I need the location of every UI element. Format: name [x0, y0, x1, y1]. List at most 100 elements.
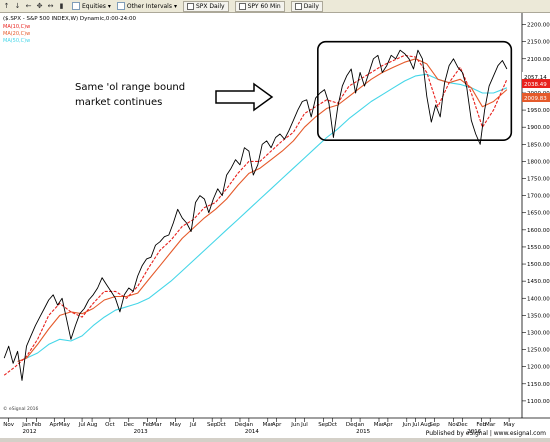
range-box — [317, 40, 513, 141]
zoom-icon[interactable]: ↔ — [47, 2, 54, 10]
x-tick-label: Nov — [448, 422, 459, 428]
x-tick-label: Feb — [476, 422, 486, 428]
y-tick-label: 1400.00 — [527, 296, 550, 302]
other-intervals-label: Other Intervals — [126, 2, 172, 10]
tab-spy-60-min[interactable]: SPY 60 Min — [234, 0, 285, 12]
x-tick-label: Feb — [143, 422, 153, 428]
x-tick-label: Jun — [290, 422, 300, 428]
chart-tab-icon — [238, 2, 246, 10]
x-tick-label: Apr — [272, 422, 282, 428]
x-tick-label: May — [503, 422, 515, 428]
arrow-up-icon[interactable]: ↑ — [3, 2, 10, 10]
chevron-down-icon: ▾ — [173, 2, 177, 10]
x-tick-label: Mar — [263, 422, 274, 428]
chart-tab-icon — [294, 2, 302, 10]
x-tick-label: Oct — [105, 422, 115, 428]
x-tick-label: Mar — [485, 422, 496, 428]
chart-title: ($.SPX - S&P 500 INDEX,W) Dynamic,0:00-2… — [3, 16, 137, 22]
x-tick-label: Dec — [123, 422, 134, 428]
equities-menu[interactable]: Equities ▾ — [72, 2, 111, 10]
arrow-down-icon[interactable]: ↓ — [14, 2, 21, 10]
x-tick-label: Mar — [374, 422, 385, 428]
y-tick-label: 1900.00 — [527, 125, 550, 131]
range-box-layer — [317, 40, 513, 141]
x-year-label: 2014 — [245, 429, 259, 435]
arrow-left-icon[interactable]: ← — [25, 2, 32, 10]
y-tick-label: 2150.00 — [527, 40, 550, 46]
y-tick-label: 1450.00 — [527, 279, 550, 285]
y-axis: 1100.00 1150.00 1200.00 1250.00 1300.00 1350.… — [522, 23, 550, 405]
y-tick-label: 1500.00 — [527, 262, 550, 268]
equities-label: Equities — [82, 2, 106, 10]
x-tick-label: Oct — [216, 422, 226, 428]
x-tick-label: Jul — [411, 422, 419, 428]
y-tick-label: 1550.00 — [527, 245, 550, 251]
x-tick-label: May — [170, 422, 182, 428]
y-tick-label: 1650.00 — [527, 211, 550, 217]
tab-label: SPX Daily — [195, 2, 225, 10]
x-tick-label: Jun — [401, 422, 411, 428]
price-chart[interactable]: 1100.00 1150.00 1200.00 1250.00 1300.00 1350.… — [0, 13, 550, 438]
legend-ma50: MA(50,C)w — [3, 38, 30, 44]
other-intervals-icon — [116, 2, 125, 10]
y-tick-label: 2100.00 — [527, 57, 550, 63]
x-tick-label: Jan — [355, 422, 365, 428]
x-tick-label: Dec — [457, 422, 468, 428]
price-tag-close — [522, 72, 550, 81]
publisher-text: Published by eSignal | www.esignal.com — [426, 430, 546, 437]
chevron-down-icon: ▾ — [107, 2, 111, 10]
other-intervals-menu[interactable]: Other Intervals ▾ — [116, 2, 177, 10]
move-icon[interactable]: ✥ — [36, 2, 43, 10]
annotation-line-1: Same 'ol range bound — [75, 82, 185, 93]
price-tag-ma-red-label: 2038.49 — [524, 82, 547, 88]
x-tick-label: Jan — [244, 422, 254, 428]
x-tick-label: Dec — [346, 422, 357, 428]
y-tick-label: 1600.00 — [527, 228, 550, 234]
y-tick-label: 1100.00 — [527, 399, 550, 405]
y-tick-label: 1200.00 — [527, 365, 550, 371]
tab-label: Daily — [303, 2, 319, 10]
chart-panel[interactable]: 1100.00 1150.00 1200.00 1250.00 1300.00 1350.… — [0, 13, 550, 438]
y-tick-label: 1700.00 — [527, 194, 550, 200]
x-tick-label: Sep — [207, 422, 218, 428]
x-tick-label: Aug — [87, 422, 98, 428]
annotation-line-2: market continues — [75, 97, 162, 108]
x-tick-label: May — [59, 422, 71, 428]
x-tick-label: Feb — [32, 422, 42, 428]
equities-icon — [72, 2, 80, 10]
x-tick-label: Apr — [50, 422, 60, 428]
legend-ma10: MA(10,C)w — [3, 24, 30, 30]
series-line-price — [3, 49, 508, 381]
series-layer — [3, 49, 508, 381]
x-tick-label: Sep — [429, 422, 440, 428]
x-year-label: 2016 — [467, 429, 481, 435]
y-tick-label: 1950.00 — [527, 108, 550, 114]
x-tick-label: Jul — [189, 422, 197, 428]
y-tick-label: 1150.00 — [527, 382, 550, 388]
tab-label: SPY 60 Min — [247, 2, 281, 10]
x-tick-label: Sep — [318, 422, 329, 428]
price-tag-ma-red — [522, 79, 550, 88]
x-tick-label: Jan — [21, 422, 31, 428]
y-tick-label: 2200.00 — [527, 23, 550, 29]
tab-spx-daily[interactable]: SPX Daily — [182, 0, 229, 12]
x-tick-label: Aug — [420, 422, 431, 428]
series-line-ma1 — [3, 54, 508, 376]
series-line-ma3 — [26, 73, 508, 359]
arrow-right-icon — [215, 82, 274, 112]
x-year-label: 2015 — [356, 429, 370, 435]
price-tag-ma-orange-label: 2009.83 — [524, 96, 547, 102]
x-tick-label: Jul — [78, 422, 86, 428]
fit-icon[interactable]: ▮ — [59, 2, 64, 10]
tab-daily[interactable]: Daily — [290, 0, 323, 12]
price-tag-ma-orange — [522, 93, 550, 102]
y-tick-label: 1750.00 — [527, 177, 550, 183]
x-tick-label: Mar — [151, 422, 162, 428]
chart-tab-icon — [186, 2, 194, 10]
copyright-text: © eSignal 2016 — [3, 405, 39, 412]
x-year-label: 2012 — [22, 429, 36, 435]
x-tick-label: Nov — [3, 422, 14, 428]
toolbar: ↑ ↓ ← ✥ ↔ ▮ Equities ▾ Other Intervals ▾ S… — [0, 0, 550, 13]
x-tick-label: Dec — [235, 422, 246, 428]
